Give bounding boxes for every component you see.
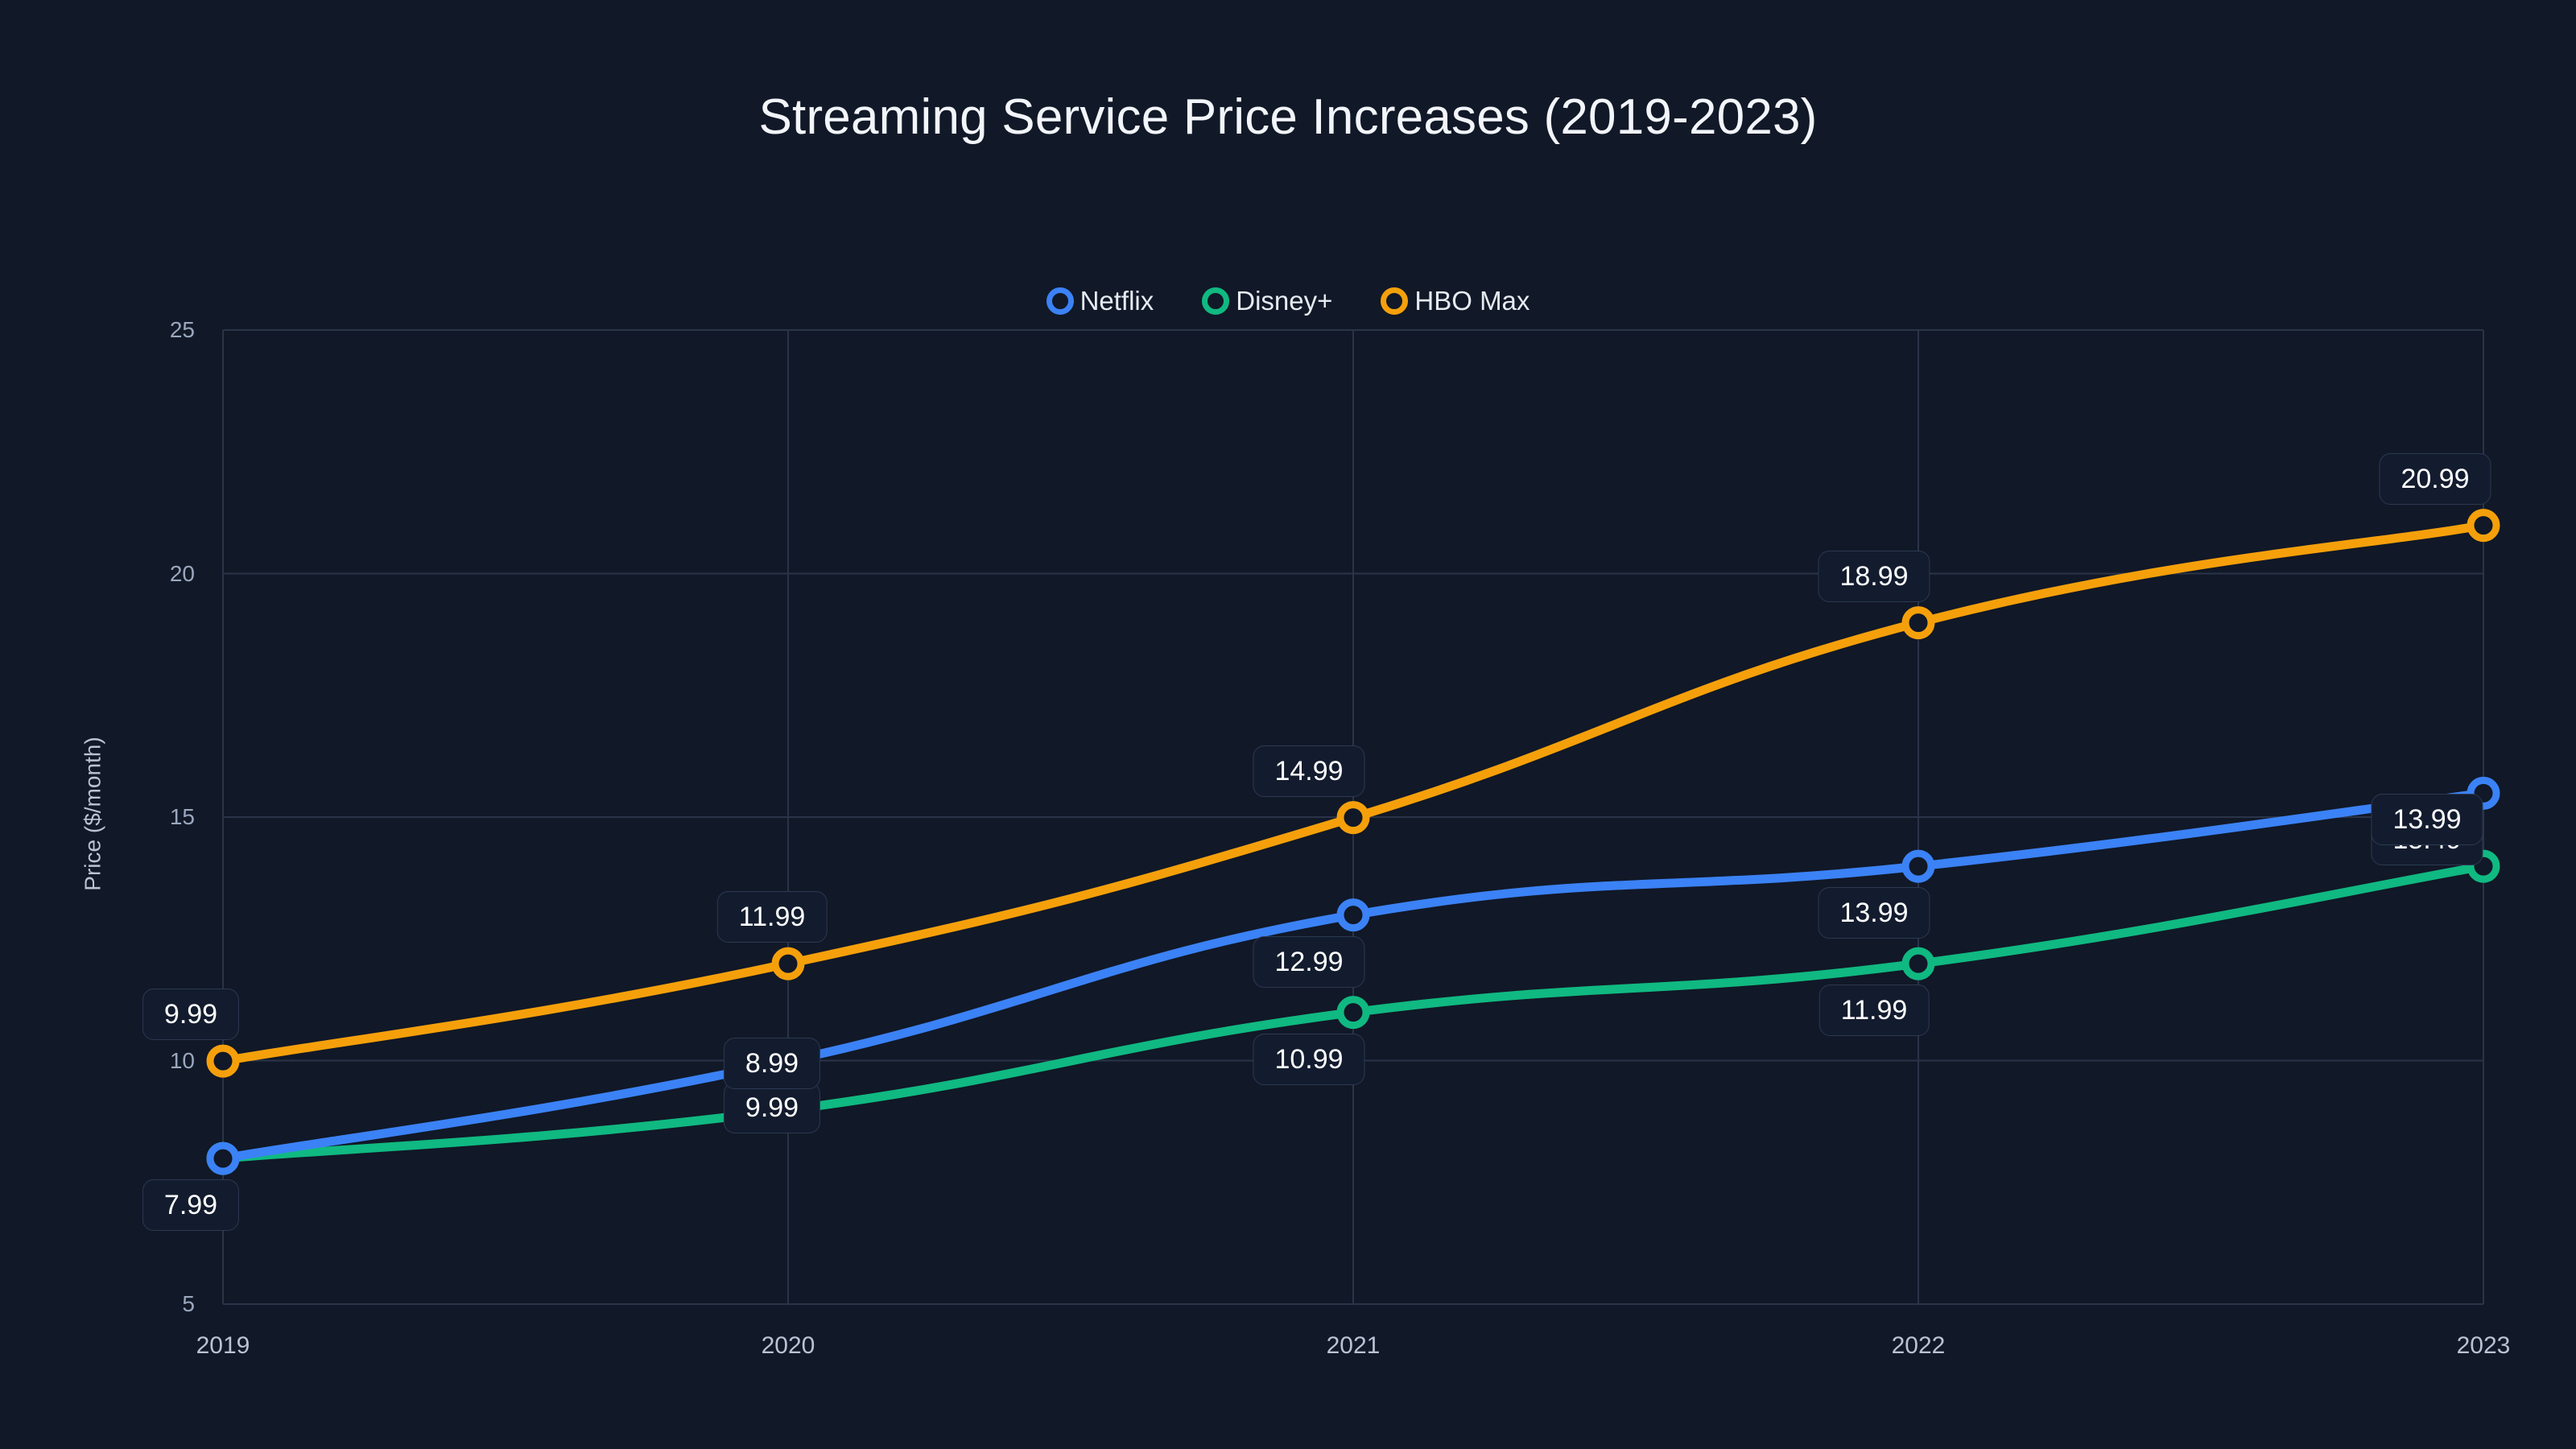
- data-point-marker[interactable]: [1336, 801, 1370, 835]
- data-point-label: 20.99: [2379, 452, 2491, 505]
- data-point-marker[interactable]: [206, 1044, 240, 1078]
- x-axis-tick-label: 2021: [1326, 1332, 1381, 1359]
- data-point-marker[interactable]: [1901, 606, 1935, 640]
- data-point-marker[interactable]: [2467, 509, 2500, 543]
- data-point-label: 11.99: [716, 891, 828, 943]
- data-point-label: 14.99: [1253, 745, 1365, 797]
- data-point-marker[interactable]: [1901, 947, 1935, 980]
- data-point-label: 13.99: [1818, 887, 1930, 939]
- x-axis-tick-label: 2019: [196, 1332, 250, 1359]
- data-point-label: 8.99: [723, 1037, 821, 1089]
- data-point-label: 10.99: [1253, 1033, 1365, 1085]
- data-point-label: 11.99: [1818, 985, 1930, 1037]
- data-point-marker[interactable]: [206, 1141, 240, 1175]
- data-point-label: 9.99: [723, 1082, 821, 1134]
- x-axis-tick-label: 2023: [2456, 1332, 2511, 1359]
- data-point-marker[interactable]: [1336, 996, 1370, 1030]
- data-point-label: 7.99: [142, 1179, 240, 1232]
- data-point-marker[interactable]: [771, 947, 805, 980]
- data-point-marker[interactable]: [1336, 898, 1370, 932]
- y-axis-tick-label: 5: [182, 1291, 195, 1316]
- data-point-marker[interactable]: [1901, 849, 1935, 883]
- chart-title: Streaming Service Price Increases (2019-…: [758, 89, 1818, 145]
- y-axis-tick-label: 15: [169, 804, 195, 829]
- x-axis-tick-label: 2022: [1891, 1332, 1946, 1359]
- data-point-label: 13.99: [2371, 794, 2483, 846]
- x-axis-tick-label: 2020: [761, 1332, 815, 1359]
- data-point-label: 9.99: [142, 989, 240, 1041]
- data-point-label: 18.99: [1818, 550, 1930, 602]
- y-axis-tick-label: 10: [169, 1047, 195, 1073]
- y-axis-tick-label: 20: [169, 560, 195, 586]
- y-axis-tick-label: 25: [169, 317, 195, 342]
- y-axis-title: Price ($/month): [80, 737, 105, 891]
- data-point-label: 12.99: [1253, 935, 1365, 988]
